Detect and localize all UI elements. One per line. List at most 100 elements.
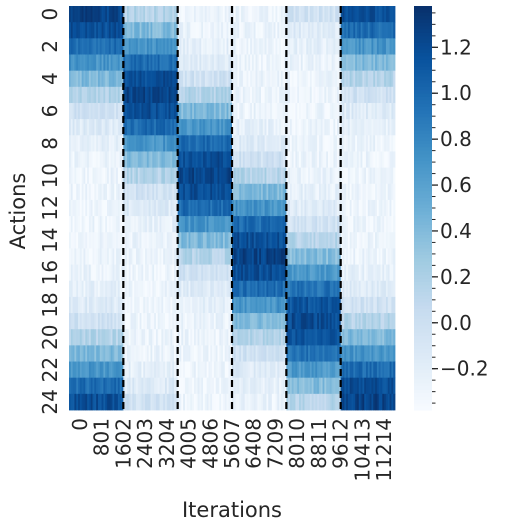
heatmap-cell xyxy=(150,345,153,362)
heatmap-cell xyxy=(195,216,198,233)
heatmap-cell xyxy=(183,216,186,233)
heatmap-cell xyxy=(224,167,227,185)
heatmap-cell xyxy=(192,232,195,249)
heatmap-cell xyxy=(161,102,164,120)
heatmap-cell xyxy=(96,361,99,379)
heatmap-cell xyxy=(174,296,177,314)
heatmap-cell xyxy=(328,264,331,282)
heatmap-cell xyxy=(219,135,222,152)
heatmap-cell xyxy=(304,199,307,217)
heatmap-cell xyxy=(297,248,300,265)
heatmap-cell xyxy=(110,280,113,298)
heatmap-cell xyxy=(293,22,296,39)
heatmap-cell xyxy=(244,313,247,330)
heatmap-cell xyxy=(190,345,193,362)
heatmap-cell xyxy=(257,377,260,395)
heatmap-cell xyxy=(81,313,84,330)
heatmap-cell xyxy=(378,38,381,55)
heatmap-cell xyxy=(110,86,113,104)
heatmap-cell xyxy=(146,70,150,88)
heatmap-cell xyxy=(349,167,352,185)
heatmap-cell xyxy=(376,232,380,249)
heatmap-cell xyxy=(264,345,267,362)
heatmap-cell xyxy=(114,264,117,282)
heatmap-cell xyxy=(188,183,191,201)
heatmap-cell xyxy=(250,248,253,265)
heatmap-cell xyxy=(271,38,275,55)
heatmap-cell xyxy=(259,183,262,201)
heatmap-cell xyxy=(204,361,208,379)
heatmap-cell xyxy=(197,119,200,136)
heatmap-cell xyxy=(181,232,184,249)
heatmap-cell xyxy=(317,296,320,314)
heatmap-cell xyxy=(371,377,374,395)
heatmap-cell xyxy=(164,6,168,23)
y-tick-label: 18 xyxy=(38,292,62,317)
heatmap-cell xyxy=(136,86,139,104)
heatmap-cell xyxy=(235,38,238,55)
heatmap-cell xyxy=(145,280,148,298)
heatmap-cell xyxy=(219,248,222,265)
heatmap-cell xyxy=(126,377,130,395)
heatmap-cell xyxy=(328,22,331,39)
heatmap-cell xyxy=(94,232,97,249)
heatmap-cell xyxy=(324,280,327,298)
heatmap-cell xyxy=(342,377,345,395)
heatmap-cell xyxy=(280,183,284,201)
heatmap-cell xyxy=(317,38,320,55)
heatmap-cell xyxy=(349,313,352,330)
heatmap-cell xyxy=(237,377,240,395)
heatmap-cell xyxy=(134,135,137,152)
heatmap-cell xyxy=(262,86,266,104)
heatmap-cell xyxy=(333,377,336,395)
heatmap-cell xyxy=(101,167,104,185)
heatmap-cell xyxy=(299,183,302,201)
heatmap-cell xyxy=(271,232,275,249)
colorbar-segment xyxy=(414,386,432,391)
heatmap-cell xyxy=(201,119,204,136)
heatmap-cell xyxy=(286,102,289,120)
heatmap-cell xyxy=(366,264,369,282)
heatmap-cell xyxy=(208,54,211,72)
heatmap-cell xyxy=(280,119,284,136)
heatmap-cell xyxy=(299,38,302,55)
heatmap-cell xyxy=(366,54,369,72)
heatmap-cell xyxy=(226,22,229,39)
heatmap-cell xyxy=(362,102,365,120)
heatmap-cell xyxy=(148,377,151,395)
heatmap-cell xyxy=(97,345,101,362)
heatmap-cell xyxy=(304,167,307,185)
heatmap-cell xyxy=(125,102,128,120)
colorbar-segment xyxy=(414,43,432,47)
heatmap-cell xyxy=(192,102,195,120)
heatmap-cell xyxy=(221,54,224,72)
heatmap-cell xyxy=(362,183,365,201)
heatmap-cell xyxy=(358,313,361,330)
heatmap-cell xyxy=(270,6,273,23)
heatmap-cell xyxy=(385,393,389,411)
colorbar-segment xyxy=(414,197,432,202)
heatmap-cell xyxy=(119,264,122,282)
heatmap-cell xyxy=(333,232,336,249)
heatmap-cell xyxy=(246,377,249,395)
heatmap-cell xyxy=(181,102,184,120)
heatmap-cell xyxy=(366,361,369,379)
heatmap-cell xyxy=(277,393,280,411)
heatmap-cell xyxy=(215,70,218,88)
heatmap-cell xyxy=(337,296,340,314)
heatmap-cell xyxy=(329,345,333,362)
heatmap-cell xyxy=(164,296,168,314)
heatmap-cell xyxy=(97,361,101,379)
heatmap-cell xyxy=(355,22,358,39)
heatmap-cell xyxy=(322,54,325,72)
heatmap-cell xyxy=(134,199,137,217)
heatmap-cell xyxy=(105,54,108,72)
heatmap-cell xyxy=(360,313,363,330)
heatmap-cell xyxy=(105,296,108,314)
heatmap-cell xyxy=(373,70,376,88)
heatmap-cell xyxy=(268,377,271,395)
heatmap-cell xyxy=(356,232,360,249)
heatmap-cell xyxy=(356,167,360,185)
heatmap-cell xyxy=(306,377,309,395)
heatmap-cell xyxy=(213,22,217,39)
